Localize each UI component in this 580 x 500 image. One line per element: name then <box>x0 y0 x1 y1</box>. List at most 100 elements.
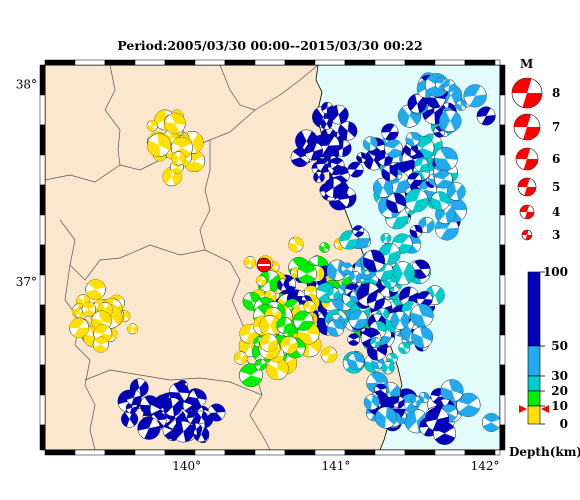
magnitude-label-8: 8 <box>552 86 560 100</box>
lat-tick-label-0: 37° <box>16 275 37 289</box>
magnitude-legend-item: 8 <box>511 77 560 109</box>
magnitude-label-6: 6 <box>552 152 560 166</box>
quake-marker-439 <box>92 336 109 353</box>
quake-marker-491 <box>440 379 464 403</box>
quake-marker-182 <box>347 333 360 346</box>
quake-marker-499 <box>481 413 500 432</box>
quake-marker-527 <box>455 99 467 111</box>
quake-marker-343 <box>328 104 349 125</box>
quake-marker-349 <box>304 142 323 161</box>
quake-marker-237 <box>327 287 340 301</box>
quake-marker-82 <box>293 310 314 331</box>
quake-marker-128 <box>259 333 279 353</box>
quake-marker-501 <box>363 394 380 411</box>
magnitude-label-5: 5 <box>552 180 560 194</box>
quake-marker-504 <box>425 407 450 432</box>
magnitude-legend: M 8 7 6 5 4 3 <box>511 57 560 242</box>
magnitude-legend-item: 4 <box>519 204 560 220</box>
quake-marker-500 <box>392 396 405 409</box>
quake-marker-30 <box>320 346 338 364</box>
quake-marker-498 <box>374 406 397 429</box>
quake-marker-224 <box>352 225 365 237</box>
axis-tick-labels: 140° 141° 142° 37° 38° <box>16 78 500 473</box>
quake-marker-223 <box>391 261 415 286</box>
magnitude-legend-item: 6 <box>515 147 560 171</box>
earthquake-markers <box>69 72 500 445</box>
quake-marker-340 <box>320 118 333 130</box>
quake-marker-529 <box>442 79 456 93</box>
lon-tick-label-2: 142° <box>471 459 500 473</box>
depth-tick-label-20: 20 <box>551 384 568 398</box>
depth-tick-label-100: 100 <box>543 265 568 279</box>
depth-tick-label-30: 30 <box>551 369 568 383</box>
quake-marker-306 <box>407 172 422 187</box>
quake-marker-230 <box>381 361 395 375</box>
quake-marker-218 <box>411 326 434 349</box>
quake-marker-400 <box>188 389 207 408</box>
quake-marker-286 <box>430 191 450 211</box>
quake-marker-464 <box>171 151 186 166</box>
depth-tick-label-50: 50 <box>551 339 568 353</box>
quake-marker-268 <box>446 182 466 201</box>
quake-marker-459 <box>146 120 159 132</box>
quake-marker-304 <box>434 170 453 189</box>
lat-tick-label-1: 38° <box>16 78 37 92</box>
quake-marker-348 <box>330 157 345 172</box>
quake-marker-291 <box>409 224 423 238</box>
prefecture-borders <box>45 65 319 450</box>
magnitude-legend-item: 5 <box>517 177 560 197</box>
magnitude-label-3: 3 <box>552 228 560 242</box>
quake-marker-489 <box>374 383 388 397</box>
lon-tick-label-0: 140° <box>172 459 201 473</box>
quake-marker-528 <box>476 106 496 126</box>
quake-marker-335 <box>313 171 325 183</box>
quake-marker-309 <box>381 164 398 182</box>
map-title: Period:2005/03/30 00:00--2015/03/30 00:2… <box>117 38 423 53</box>
quake-marker-231 <box>370 336 382 349</box>
quake-marker-78 <box>243 256 256 269</box>
quake-marker-225 <box>390 311 410 330</box>
quake-marker-300 <box>404 188 429 213</box>
quake-marker-46 <box>288 236 304 253</box>
quake-marker-346 <box>338 121 358 141</box>
quake-marker-345 <box>347 161 364 178</box>
quake-marker-69 <box>276 278 290 291</box>
magnitude-label-7: 7 <box>552 120 560 134</box>
quake-marker-308 <box>414 157 429 173</box>
quake-marker-305 <box>386 192 407 213</box>
quake-marker-404 <box>172 420 195 443</box>
quake-marker-298 <box>372 177 394 198</box>
depth-tick-label-10: 10 <box>551 399 568 413</box>
quake-marker-85 <box>255 275 267 287</box>
quake-marker-377 <box>121 410 139 428</box>
quake-marker-457 <box>147 133 171 158</box>
quake-marker-398 <box>163 397 183 417</box>
quake-marker-301 <box>405 131 420 147</box>
quake-marker-284 <box>384 139 403 158</box>
quake-marker-282 <box>362 136 378 152</box>
quake-marker-89 <box>296 263 318 284</box>
depth-marker-arrows <box>519 405 549 413</box>
quake-marker-214 <box>347 352 365 370</box>
quake-marker-461 <box>164 112 186 135</box>
magnitude-legend-title: M <box>520 57 533 71</box>
quake-marker-429 <box>85 279 106 300</box>
quake-marker-405 <box>127 323 139 335</box>
quake-marker-181 <box>398 342 411 355</box>
magnitude-legend-item: 7 <box>513 113 560 141</box>
lon-tick-label-1: 141° <box>321 459 350 473</box>
quake-marker-227 <box>383 274 397 289</box>
magnitude-label-4: 4 <box>552 205 560 219</box>
quake-marker-11 <box>319 242 330 253</box>
quake-marker-220 <box>339 230 359 250</box>
quake-marker-272 <box>381 123 399 141</box>
quake-marker-525 <box>439 109 462 133</box>
quake-marker-98 <box>239 363 263 388</box>
quake-marker-108 <box>254 358 267 371</box>
quake-marker-235 <box>410 303 434 328</box>
quake-marker-503 <box>410 396 422 407</box>
quake-marker-487 <box>456 392 481 417</box>
current-event-marker <box>256 257 272 273</box>
